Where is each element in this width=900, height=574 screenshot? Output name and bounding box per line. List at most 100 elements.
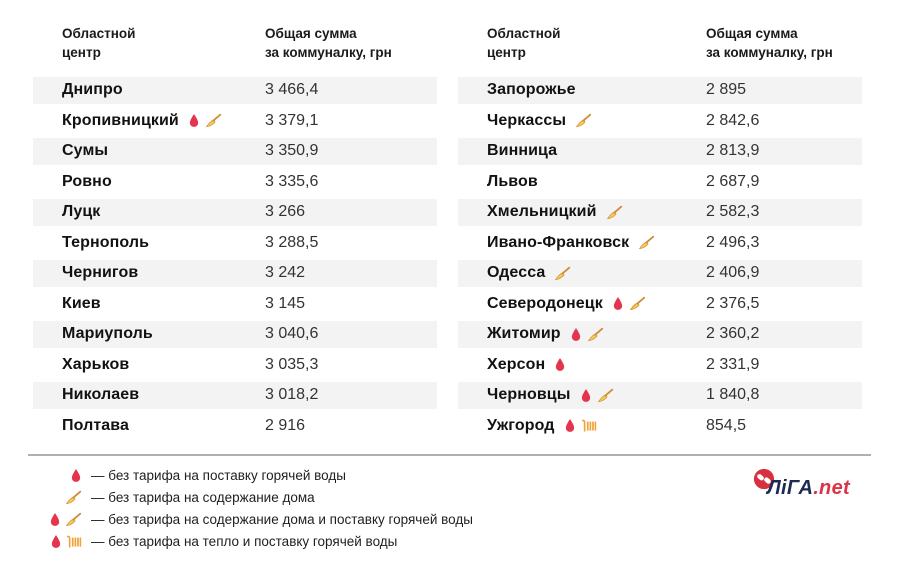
city-flag-icons — [638, 235, 655, 250]
droplet-icon — [50, 534, 62, 549]
table-row: Николаев 3 018,2 — [33, 380, 437, 411]
city-flag-icons — [554, 357, 566, 372]
sum-value: 3 242 — [265, 264, 306, 282]
table-row: Ужгород 854,5 — [458, 411, 862, 442]
broom-icon — [587, 327, 604, 342]
city-flag-icons — [188, 113, 222, 128]
sum-value: 2 916 — [265, 416, 306, 434]
broom-icon — [629, 296, 646, 311]
table-row: Чернигов 3 242 — [33, 258, 437, 289]
city-name: Киев — [62, 294, 101, 312]
legend-item: — без тарифа на тепло и поставку горячей… — [33, 530, 473, 552]
legend-item-icons — [33, 468, 91, 483]
table-row: Полтава 2 916 — [33, 411, 437, 442]
sum-value: 2 376,5 — [706, 294, 760, 312]
sum-value: 3 040,6 — [265, 325, 319, 343]
column-header-city: Областной центр — [62, 24, 135, 62]
radiator-icon — [581, 418, 597, 433]
table-header: Областной центр Общая сумма за коммуналк… — [33, 22, 437, 74]
sum-value: 3 145 — [265, 294, 306, 312]
broom-icon — [65, 512, 82, 527]
table-row: Херсон 2 331,9 — [458, 350, 862, 381]
city-name: Николаев — [62, 386, 140, 404]
radiator-icon — [66, 534, 82, 549]
city-flag-icons — [564, 418, 597, 433]
city-name: Херсон — [487, 355, 546, 373]
table-row: Северодонецк 2 376,5 — [458, 289, 862, 320]
sum-value: 3 350,9 — [265, 142, 319, 160]
city-name: Тернополь — [62, 233, 150, 251]
city-name: Черкассы — [487, 111, 567, 129]
table-row: Запорожье 2 895 — [458, 75, 862, 106]
table-header: Областной центр Общая сумма за коммуналк… — [458, 22, 862, 74]
city-flag-icons — [580, 388, 614, 403]
city-name: Чернигов — [62, 264, 139, 282]
column-header-city-line2: центр — [487, 45, 526, 60]
droplet-icon — [188, 113, 200, 128]
table-row: Хмельницкий 2 582,3 — [458, 197, 862, 228]
sum-value: 854,5 — [706, 416, 747, 434]
table-row: Киев 3 145 — [33, 289, 437, 320]
column-header-sum-line1: Общая сумма — [706, 26, 798, 41]
broom-icon — [597, 388, 614, 403]
column-header-city: Областной центр — [487, 24, 560, 62]
broom-icon — [554, 266, 571, 281]
city-name: Житомир — [487, 325, 561, 343]
table-row: Луцк 3 266 — [33, 197, 437, 228]
column-header-sum-line1: Общая сумма — [265, 26, 357, 41]
city-name: Харьков — [62, 355, 130, 373]
table-row: Винница 2 813,9 — [458, 136, 862, 167]
city-flag-icons — [575, 113, 592, 128]
city-name: Хмельницкий — [487, 203, 597, 221]
column-header-city-line2: центр — [62, 45, 101, 60]
city-name: Ужгород — [487, 416, 555, 434]
sum-value: 2 331,9 — [706, 355, 760, 373]
table-row: Харьков 3 035,3 — [33, 350, 437, 381]
table-row: Днипро 3 466,4 — [33, 75, 437, 106]
legend: — без тарифа на поставку горячей воды — б… — [33, 464, 473, 552]
city-name: Кропивницкий — [62, 111, 179, 129]
city-name: Полтава — [62, 416, 129, 434]
column-header-sum: Общая сумма за коммуналку, грн — [706, 24, 833, 62]
sum-value: 2 582,3 — [706, 203, 760, 221]
broom-icon — [638, 235, 655, 250]
droplet-icon — [580, 388, 592, 403]
table-row: Кропивницкий 3 379,1 — [33, 106, 437, 137]
legend-item-text: — без тарифа на содержание дома — [91, 489, 315, 505]
legend-item: — без тарифа на содержание дома и постав… — [33, 508, 473, 530]
legend-item-icons — [33, 490, 91, 505]
city-name: Северодонецк — [487, 294, 603, 312]
table-rows: Днипро 3 466,4 Кропивницкий 3 379,1 Сумы 3 35… — [33, 75, 437, 441]
legend-item: — без тарифа на содержание дома — [33, 486, 473, 508]
broom-icon — [606, 205, 623, 220]
droplet-icon — [570, 327, 582, 342]
liga-logo-text: ЛіГА.net — [767, 477, 850, 500]
table-row: Львов 2 687,9 — [458, 167, 862, 198]
legend-item-text: — без тарифа на тепло и поставку горячей… — [91, 533, 398, 549]
column-header-city-line1: Областной — [487, 26, 561, 41]
droplet-icon — [49, 512, 61, 527]
utility-table-right: Областной центр Общая сумма за коммуналк… — [458, 22, 862, 434]
sum-value: 2 360,2 — [706, 325, 760, 343]
column-header-sum-line2: за коммуналку, грн — [706, 45, 833, 60]
legend-item: — без тарифа на поставку горячей воды — [33, 464, 473, 486]
sum-value: 2 406,9 — [706, 264, 760, 282]
city-flag-icons — [612, 296, 646, 311]
sum-value: 3 466,4 — [265, 81, 319, 99]
droplet-icon — [554, 357, 566, 372]
liga-logo-icon — [753, 468, 775, 490]
sum-value: 1 840,8 — [706, 386, 760, 404]
sum-value: 3 035,3 — [265, 355, 319, 373]
utility-table-left: Областной центр Общая сумма за коммуналк… — [33, 22, 437, 434]
city-name: Днипро — [62, 81, 123, 99]
table-row: Житомир 2 360,2 — [458, 319, 862, 350]
sum-value: 3 266 — [265, 203, 306, 221]
city-name: Черновцы — [487, 386, 571, 404]
city-flag-icons — [606, 205, 623, 220]
city-name: Мариуполь — [62, 325, 153, 343]
column-header-sum: Общая сумма за коммуналку, грн — [265, 24, 392, 62]
legend-item-icons — [33, 512, 91, 527]
sum-value: 2 842,6 — [706, 111, 760, 129]
city-flag-icons — [570, 327, 604, 342]
